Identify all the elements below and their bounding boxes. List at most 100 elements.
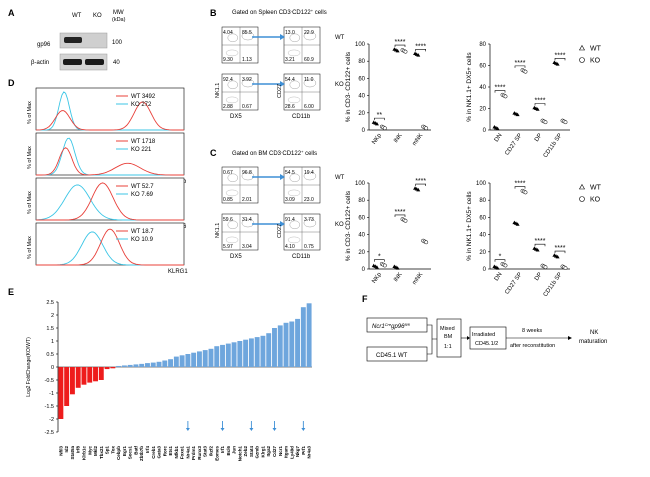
donor-cre: Cre (385, 322, 392, 327)
x-tick-label: Zeb2 (243, 446, 248, 457)
y-tick-label: 60 (479, 64, 486, 70)
flow-ko-cd27-contour (287, 236, 301, 244)
bar (127, 364, 133, 367)
bar (202, 350, 208, 367)
x-tick-label: iNK (393, 272, 403, 283)
bar (104, 367, 110, 370)
nk-label-2: maturation (579, 339, 607, 345)
y-axis-label: % in CD3- CD122+ cells (345, 190, 352, 261)
y-tick-label: 100 (476, 181, 487, 187)
point-ko (382, 263, 387, 268)
x-tick-label: Gzmb (255, 446, 260, 459)
significance-label: **** (555, 245, 566, 252)
flow-wt-dx5-q4: 2.01 (242, 197, 252, 203)
histogram-frame (35, 177, 185, 221)
flow-ko-cd27-q3: 4.10 (285, 244, 295, 250)
x-tick-label: Stat3 (203, 446, 208, 458)
legend-ko-label: KO (590, 58, 601, 65)
flow-wt-dx5-q3: 9.30 (223, 57, 233, 63)
flow-wt-cd27-q2: 19.4 (304, 170, 314, 176)
legend-ko-marker (579, 57, 585, 63)
nk-label-1: NK (590, 330, 598, 336)
flow-wt-cd27-contour (287, 49, 301, 57)
bar (208, 348, 214, 367)
y-axis-label: % in CD3- CD122+ cells (345, 51, 352, 122)
bar (191, 352, 197, 367)
histogram-wt-curve (36, 182, 184, 221)
bar (98, 367, 104, 380)
y-label-nk11: NK1.1 (215, 223, 221, 238)
x-tick-label: Ets1 (168, 446, 173, 456)
y-tick-label: 0 (51, 365, 54, 371)
x-tick-label: Irf8 (76, 446, 81, 454)
x-tick-label: CD11b SP (543, 272, 564, 298)
bar (116, 365, 122, 367)
arrow-1-head (467, 336, 470, 340)
x-tick-label: CD27 SP (504, 133, 523, 157)
gating-arrow-head (280, 81, 285, 87)
legend-wt-mfi: WT 1718 (131, 139, 156, 145)
x-tick-label: DP (534, 272, 544, 282)
panel-a: A WT KO MW (kDa) gp96 β-actin 100 40 (8, 8, 126, 71)
legend-wt-mfi: WT 18.7 (131, 229, 154, 235)
bar (283, 322, 289, 367)
bar (162, 360, 168, 367)
significance-bracket (494, 90, 506, 93)
significance-label: * (499, 254, 502, 261)
histogram-x-label: KLRG1 (168, 269, 188, 275)
flow-wt-dx5-q1: 0.67 (223, 170, 233, 176)
flow-wt-cd27-contour (287, 189, 301, 197)
significance-label: **** (395, 39, 406, 46)
x-tick-label: Runx3 (197, 446, 202, 460)
panel-f: F Ncr1Cregp96fl/fl CD45.1 WT Mixed BM 1:… (362, 294, 607, 362)
lane-label-ko: KO (93, 13, 102, 19)
panel-c-title-c: cells (303, 151, 317, 157)
panel-c-title-a: Gated on BM CD3 (232, 151, 282, 157)
y-tick-label: 0 (362, 128, 366, 134)
row-label-wt: WT (335, 175, 345, 181)
flow-ko-dx5-q3: 2.88 (223, 104, 233, 110)
x-tick-label: CD27 SP (504, 272, 523, 296)
point-ko (382, 126, 387, 131)
wt-box-label: CD45.1 WT (376, 353, 408, 359)
y-tick-label: 40 (479, 233, 486, 239)
x-tick-label: NKp (371, 271, 383, 285)
point-ko (563, 120, 568, 125)
bar (248, 338, 254, 367)
row-label-wt: WT (335, 35, 345, 41)
point-ko (403, 49, 408, 54)
x-tick-label: Creb1 (151, 446, 156, 459)
y-tick-label: 2.5 (46, 300, 54, 306)
x-tick-label: Bcl6 (226, 446, 231, 456)
point-wt (515, 112, 520, 117)
point-wt (495, 266, 500, 270)
y-tick-label: 0 (483, 267, 487, 273)
y-tick-label: 0 (362, 267, 366, 273)
bar (277, 325, 283, 367)
highlight-arrow-head (301, 428, 306, 431)
x-label-cd11b: CD11b (292, 114, 311, 120)
bracket (427, 324, 437, 355)
bar (243, 339, 249, 367)
x-tick-label: Itgam (284, 446, 289, 458)
significance-bracket (394, 214, 406, 217)
bar (225, 343, 231, 367)
point-ko (424, 126, 429, 131)
flow-wt-cd27-q3: 3.21 (285, 57, 295, 63)
flow-ko-dx5-contour (241, 218, 255, 228)
y-tick-label: 60 (358, 76, 365, 82)
y-tick-label: -1 (49, 391, 54, 397)
flow-wt-dx5-contour (241, 31, 255, 41)
significance-label: ** (377, 112, 383, 119)
x-tick-label: DN (494, 133, 504, 144)
flow-ko-cd27-contour (289, 80, 300, 90)
y-tick-label: 80 (479, 198, 486, 204)
bar (110, 367, 116, 369)
y-tick-label: 20 (358, 111, 365, 117)
y-tick-label: -2 (49, 417, 54, 423)
panel-b-title: Gated on Spleen CD3-CD122+ cells (232, 8, 327, 16)
y-tick-label: 40 (479, 85, 486, 91)
